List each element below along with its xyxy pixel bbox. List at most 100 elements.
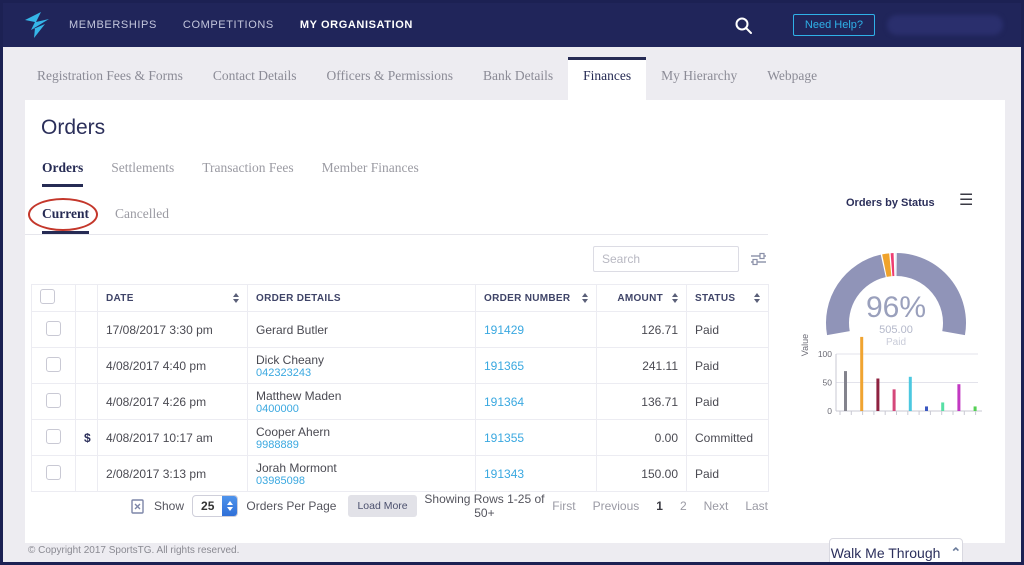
dollar-icon: $: [75, 419, 98, 456]
sort-icon[interactable]: [233, 293, 239, 303]
redacted-user-info: [887, 15, 1003, 35]
pager-page-2[interactable]: 2: [679, 499, 687, 513]
order-amount: 136.71: [596, 383, 687, 420]
order-number-link[interactable]: 191355: [484, 430, 525, 445]
filter-icon[interactable]: [751, 252, 766, 266]
copyright-text: © Copyright 2017 SportsTG. All rights re…: [28, 545, 240, 556]
pager-previous[interactable]: Previous: [592, 499, 640, 513]
load-more-button[interactable]: Load More: [348, 495, 417, 517]
row-checkbox[interactable]: [46, 356, 61, 372]
order-number-link[interactable]: 191364: [484, 394, 525, 409]
tab-webpage[interactable]: Webpage: [767, 68, 818, 83]
statetab-cancelled[interactable]: Cancelled: [115, 206, 169, 221]
payment-icon-cell: [75, 383, 98, 420]
search-icon[interactable]: [734, 16, 753, 35]
statetab-current[interactable]: Current: [28, 198, 98, 234]
chart-menu-icon[interactable]: ☰: [959, 192, 974, 209]
order-name: Matthew Maden: [256, 388, 342, 403]
page-title: Orders: [41, 116, 106, 139]
order-status: Committed: [686, 419, 769, 456]
order-status: Paid: [686, 455, 769, 492]
table-row: 2/08/2017 3:13 pm Jorah Mormont 03985098 …: [31, 455, 769, 492]
sort-icon[interactable]: [754, 293, 760, 303]
order-number-link[interactable]: 191429: [484, 322, 525, 337]
order-state-tabs: Current Cancelled: [28, 198, 169, 234]
pagination-row: Show 25 Orders Per Page Load More Showin…: [31, 492, 768, 520]
pager-next[interactable]: Next: [703, 499, 729, 513]
sort-icon[interactable]: [672, 293, 678, 303]
pager-page-1[interactable]: 1: [656, 499, 663, 513]
order-date: 4/08/2017 10:17 am: [97, 419, 248, 456]
order-date: 4/08/2017 4:26 pm: [97, 383, 248, 420]
order-date: 4/08/2017 4:40 pm: [97, 347, 248, 384]
sort-icon[interactable]: [582, 293, 588, 303]
tab-bank-details[interactable]: Bank Details: [482, 68, 554, 83]
finance-subtabs: Orders Settlements Transaction Fees Memb…: [42, 160, 419, 187]
chevron-up-icon: ⌃: [950, 545, 962, 560]
row-checkbox[interactable]: [46, 320, 61, 336]
order-amount: 126.71: [596, 311, 687, 348]
member-id-link[interactable]: 03985098: [256, 474, 305, 487]
sportstg-logo-icon[interactable]: [21, 10, 55, 40]
pager: First Previous 1 2 Next Last: [552, 499, 768, 513]
row-checkbox[interactable]: [46, 464, 61, 480]
member-id-link[interactable]: 0400000: [256, 402, 299, 415]
row-checkbox[interactable]: [46, 392, 61, 408]
member-id-link[interactable]: 042323243: [256, 366, 312, 379]
showing-rows-text: Showing Rows 1-25 of 50+: [424, 492, 545, 520]
pager-first[interactable]: First: [552, 499, 576, 513]
order-details-cell: Dick Cheany 042323243: [247, 347, 476, 384]
stepper-icon[interactable]: [222, 496, 238, 516]
nav-item-my-organisation[interactable]: MY ORGANISATION: [299, 19, 413, 31]
order-status: Paid: [686, 347, 769, 384]
order-name: Gerard Butler: [256, 322, 329, 337]
order-date: 17/08/2017 3:30 pm: [97, 311, 248, 348]
column-header-order-number[interactable]: ORDER NUMBER: [475, 284, 597, 312]
order-details-cell: Cooper Ahern 9988889: [247, 419, 476, 456]
tab-registration-fees-forms[interactable]: Registration Fees & Forms: [37, 68, 183, 83]
order-amount: 0.00: [596, 419, 687, 456]
row-checkbox[interactable]: [46, 428, 61, 444]
table-row: 17/08/2017 3:30 pm Gerard Butler 191429 …: [31, 311, 769, 348]
order-date: 2/08/2017 3:13 pm: [97, 455, 248, 492]
nav-item-memberships[interactable]: MEMBERSHIPS: [69, 19, 157, 31]
order-number-link[interactable]: 191365: [484, 358, 525, 373]
table-header-row: DATE ORDER DETAILS ORDER NUMBER AMOUNT S…: [31, 284, 769, 312]
svg-text:100: 100: [818, 349, 832, 359]
table-search-row: [25, 246, 768, 272]
order-status: Paid: [686, 383, 769, 420]
tabs-divider: [25, 234, 768, 235]
select-all-checkbox[interactable]: [40, 289, 55, 304]
per-page-value: 25: [201, 499, 215, 513]
order-details-cell: Jorah Mormont 03985098: [247, 455, 476, 492]
subtab-transaction-fees[interactable]: Transaction Fees: [202, 160, 294, 175]
subtab-orders[interactable]: Orders: [42, 160, 84, 187]
top-navbar: MEMBERSHIPS COMPETITIONS MY ORGANISATION…: [3, 3, 1021, 47]
tab-finances[interactable]: Finances: [568, 57, 647, 100]
column-header-order-details[interactable]: ORDER DETAILS: [247, 284, 476, 312]
export-icon[interactable]: [131, 498, 144, 514]
subtab-settlements[interactable]: Settlements: [111, 160, 175, 175]
order-name: Dick Cheany: [256, 352, 325, 367]
tab-my-hierarchy[interactable]: My Hierarchy: [661, 68, 738, 83]
column-header-amount[interactable]: AMOUNT: [596, 284, 687, 312]
column-header-date[interactable]: DATE: [97, 284, 248, 312]
walk-me-through-button[interactable]: Walk Me Through ⌃: [829, 538, 963, 562]
subtab-member-finances[interactable]: Member Finances: [321, 160, 419, 175]
nav-item-competitions[interactable]: COMPETITIONS: [182, 19, 274, 31]
pager-last[interactable]: Last: [745, 499, 768, 513]
tab-contact-details[interactable]: Contact Details: [212, 68, 297, 83]
order-name: Cooper Ahern: [256, 424, 331, 439]
member-id-link[interactable]: 9988889: [256, 438, 299, 451]
search-input[interactable]: [593, 246, 739, 272]
order-number-link[interactable]: 191343: [484, 466, 525, 481]
tab-officers-permissions[interactable]: Officers & Permissions: [326, 68, 453, 83]
per-page-select[interactable]: 25: [192, 495, 239, 517]
order-details-cell: Matthew Maden 0400000: [247, 383, 476, 420]
column-header-status[interactable]: STATUS: [686, 284, 769, 312]
need-help-button[interactable]: Need Help?: [792, 14, 875, 36]
show-label: Show: [154, 499, 185, 513]
payment-icon-cell: [75, 455, 98, 492]
order-details-cell: Gerard Butler: [247, 311, 476, 348]
